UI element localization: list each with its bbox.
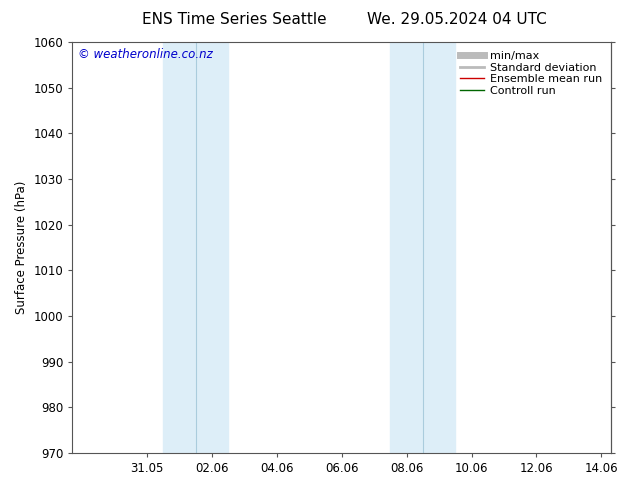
Bar [391,42,455,453]
Text: ENS Time Series Seattle: ENS Time Series Seattle [142,12,327,27]
Text: © weatheronline.co.nz: © weatheronline.co.nz [78,48,212,61]
Legend: min/max, Standard deviation, Ensemble mean run, Controll run: min/max, Standard deviation, Ensemble me… [456,48,605,99]
Bar [163,42,228,453]
Text: We. 29.05.2024 04 UTC: We. 29.05.2024 04 UTC [366,12,547,27]
Y-axis label: Surface Pressure (hPa): Surface Pressure (hPa) [15,181,28,314]
